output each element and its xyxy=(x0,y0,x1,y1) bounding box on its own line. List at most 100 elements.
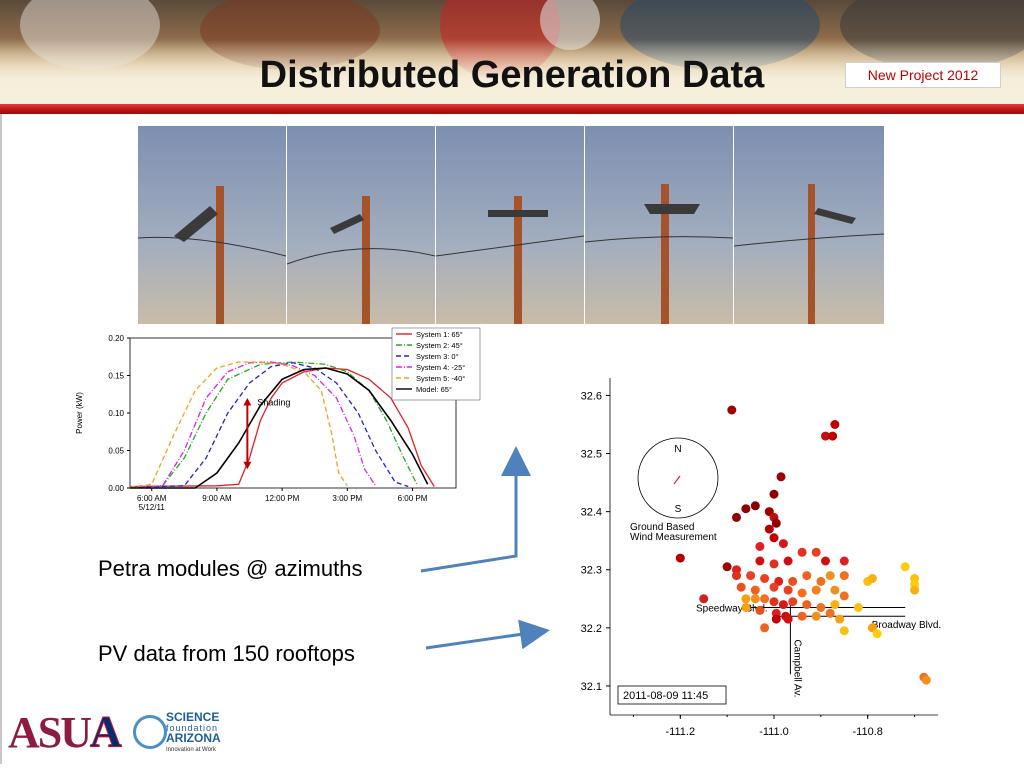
data-point xyxy=(900,562,910,572)
shading-arrow-head-top xyxy=(243,398,252,406)
x-tick-label: 3:00 PM xyxy=(332,494,362,503)
caption-pv-data: PV data from 150 rooftops xyxy=(98,641,355,666)
caption-petra-modules: Petra modules @ azimuths xyxy=(98,556,363,581)
pv-map-chart: 32.6 32.5 32.4 32.3 32.2 32.1 -111.2 -111.0 -110… xyxy=(581,378,941,738)
data-point xyxy=(797,547,807,557)
legend-label: System 2: 45° xyxy=(416,341,463,350)
data-point xyxy=(750,594,760,604)
sfa-logo-line3: ARIZONA xyxy=(166,731,221,745)
legend-label: System 3: 0° xyxy=(416,352,459,361)
compass-circle xyxy=(637,437,719,519)
data-point xyxy=(821,556,830,566)
photo-panel-2 xyxy=(286,126,436,324)
series-line xyxy=(129,362,409,488)
legend-box xyxy=(391,327,481,401)
x-tick-label: 6:00 PM xyxy=(398,494,428,503)
header-banner xyxy=(0,0,1024,104)
y-tick-label: 32.5 xyxy=(581,449,602,461)
arrow-to-map-chart xyxy=(425,619,550,650)
timestamp-box xyxy=(617,685,727,705)
data-point xyxy=(821,431,830,441)
title-underline-bar xyxy=(0,104,1024,114)
data-point xyxy=(910,585,920,595)
compass-south-label: S xyxy=(675,504,682,515)
data-point xyxy=(776,472,786,482)
road-label-speedway: Speedway Blvd. xyxy=(696,604,768,615)
data-point xyxy=(769,597,779,607)
pole-photo-strip xyxy=(138,126,884,324)
data-point xyxy=(828,431,838,441)
y-tick-label: 0.05 xyxy=(108,447,124,456)
legend-label: System 1: 65° xyxy=(416,330,463,339)
power-chart: 0.20 0.15 0.10 0.05 0.00 6:00 AM5/12/11 9:00 A… xyxy=(75,327,481,512)
photo-panel-5 xyxy=(733,126,884,324)
data-point xyxy=(778,539,788,549)
data-point xyxy=(771,614,781,624)
photo-panel-3 xyxy=(435,126,585,324)
data-point xyxy=(771,518,781,528)
y-tick-label: 32.2 xyxy=(581,623,602,635)
data-point xyxy=(755,556,765,566)
data-point xyxy=(750,585,760,595)
data-point xyxy=(797,588,807,598)
shading-arrow-head-bottom xyxy=(243,461,252,470)
wind-label-1: Ground Based xyxy=(630,522,695,533)
data-point xyxy=(835,614,845,624)
data-point xyxy=(825,571,835,581)
compass-north-label: N xyxy=(674,444,681,455)
y-tick-label: 0.10 xyxy=(108,409,124,418)
y-axis-label: Power (kW) xyxy=(75,392,84,434)
data-point xyxy=(797,611,807,621)
road-label-campbell: Campbell Av. xyxy=(791,639,802,697)
sfa-logo-tagline: Innovation at Work xyxy=(166,747,216,753)
series-line xyxy=(129,361,418,488)
left-margin-line xyxy=(0,114,2,764)
wind-vector xyxy=(673,475,681,485)
data-point xyxy=(853,603,863,612)
data-point xyxy=(699,594,709,604)
data-point xyxy=(921,675,931,685)
data-point xyxy=(825,608,835,618)
data-point xyxy=(741,504,751,514)
timestamp-label: 2011-08-09 11:45 xyxy=(623,690,708,702)
footer-logos: ASU A SCIENCE foundation ARIZONA Innovat… xyxy=(0,705,240,765)
wind-label-2: Wind Measurement xyxy=(630,532,717,543)
data-point xyxy=(839,571,849,581)
slide-title: Distributed Generation Data xyxy=(259,54,765,96)
data-point xyxy=(755,542,765,551)
data-point xyxy=(830,420,840,429)
y-tick-label: 0.20 xyxy=(108,334,124,343)
data-point xyxy=(872,629,882,639)
legend-label: System 4: -25° xyxy=(416,363,465,372)
data-point xyxy=(816,576,826,586)
data-point xyxy=(760,594,770,604)
data-point xyxy=(675,553,685,563)
road-label-broadway: Broadway Blvd. xyxy=(872,620,941,631)
data-point xyxy=(802,600,812,610)
x-tick-label: 9:00 AM xyxy=(202,494,232,503)
data-point xyxy=(727,405,737,415)
data-point xyxy=(830,600,840,610)
x-tick-label: -111.0 xyxy=(759,726,789,738)
y-tick-label: 32.6 xyxy=(581,390,602,402)
data-point xyxy=(839,626,849,636)
project-badge: New Project 2012 xyxy=(845,62,1001,88)
photo-panel-4 xyxy=(584,126,734,324)
data-point xyxy=(783,556,793,566)
shading-label: Shading xyxy=(257,398,290,408)
data-point xyxy=(811,585,821,595)
ua-logo: A xyxy=(90,707,123,756)
data-point xyxy=(732,512,741,522)
data-point xyxy=(760,574,770,583)
legend-label: Model: 65° xyxy=(416,385,452,394)
data-point xyxy=(769,559,779,569)
series-line xyxy=(129,361,348,488)
data-point xyxy=(769,533,779,543)
data-point xyxy=(816,603,826,612)
legend-label: System 5: -40° xyxy=(416,374,465,383)
y-tick-label: 0.00 xyxy=(108,484,124,493)
data-point xyxy=(769,582,779,592)
sfa-logo-icon xyxy=(133,715,167,749)
data-point xyxy=(811,611,821,621)
data-point xyxy=(732,571,741,581)
